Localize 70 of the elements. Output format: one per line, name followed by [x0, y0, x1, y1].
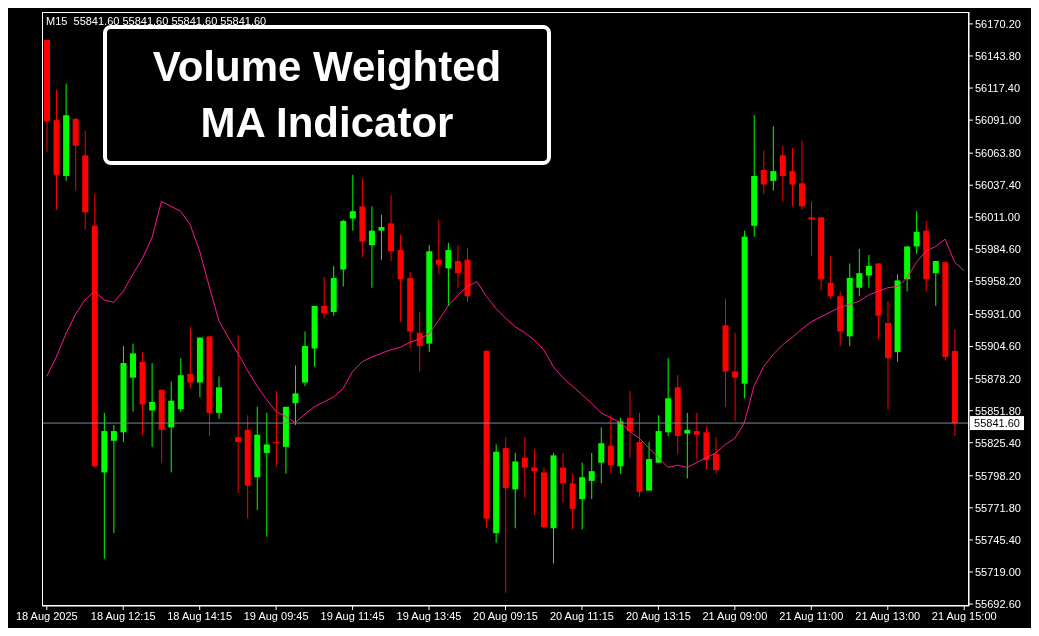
candlestick — [560, 452, 567, 504]
candlestick — [349, 174, 356, 232]
candlestick — [732, 332, 739, 422]
candlestick — [779, 145, 786, 202]
y-tick-label: 55878.20 — [975, 372, 1021, 385]
x-tick-label: 19 Aug 11:45 — [320, 609, 385, 622]
x-tick-label: 20 Aug 11:15 — [549, 609, 614, 622]
y-tick-label: 55798.20 — [975, 469, 1021, 482]
x-tick-label: 19 Aug 09:45 — [243, 609, 309, 622]
x-tick-label: 21 Aug 11:00 — [779, 609, 844, 622]
y-tick-label: 56063.80 — [975, 147, 1021, 160]
candlestick — [770, 125, 777, 192]
x-tick-label: 21 Aug 13:00 — [855, 609, 921, 622]
candlestick — [579, 462, 586, 530]
candlestick — [149, 362, 156, 448]
y-tick-label: 55904.60 — [975, 340, 1021, 353]
candlestick — [588, 452, 595, 500]
candlestick — [808, 201, 815, 257]
ref-line-label: 55841.60 — [974, 417, 1020, 430]
candlestick — [712, 436, 719, 475]
line-series — [46, 201, 965, 469]
y-tick-label: 56091.00 — [975, 114, 1021, 127]
candlestick — [865, 254, 872, 289]
x-tick-label: 21 Aug 09:00 — [702, 609, 768, 622]
candlestick — [598, 426, 605, 484]
x-tick-label: 18 Aug 2025 — [15, 609, 78, 622]
y-tick-label: 55958.20 — [975, 275, 1021, 288]
candlestick — [760, 149, 767, 195]
y-tick-label: 55984.60 — [975, 243, 1021, 256]
x-tick-label: 18 Aug 12:15 — [90, 609, 156, 622]
candlestick — [368, 205, 375, 289]
x-tick-label: 18 Aug 14:15 — [167, 609, 233, 622]
candlestick — [321, 276, 328, 319]
y-tick-label: 55851.80 — [975, 404, 1021, 417]
y-tick-label: 55825.40 — [975, 436, 1021, 449]
candlestick — [187, 326, 194, 390]
candlestick — [292, 364, 299, 426]
chart-subtitle: M15 55841.60 55841.60 55841.60 55841.60 — [46, 15, 267, 27]
y-tick-label: 56170.20 — [975, 17, 1021, 30]
candlestick — [445, 242, 452, 307]
y-tick-label: 55719.00 — [975, 565, 1021, 578]
y-tick-label: 55692.60 — [975, 597, 1021, 610]
candlestick — [235, 334, 242, 494]
candlestick — [521, 436, 528, 499]
y-tick-label: 55745.40 — [975, 533, 1021, 546]
candlestick — [110, 424, 117, 534]
y-tick-label: 56011.00 — [975, 211, 1021, 224]
y-tick-label: 55771.80 — [975, 501, 1021, 514]
candlestick — [827, 255, 834, 300]
candlestick — [856, 248, 863, 297]
y-tick-label: 56143.80 — [975, 49, 1021, 62]
y-tick-label: 56117.40 — [975, 81, 1021, 94]
x-tick-label: 19 Aug 13:45 — [396, 609, 462, 622]
candlestick — [454, 244, 461, 289]
x-tick-label: 20 Aug 13:15 — [625, 609, 691, 622]
candlestick — [263, 412, 270, 538]
x-tick-label: 20 Aug 09:15 — [473, 609, 538, 622]
candlestick — [798, 140, 805, 211]
y-tick-label: 55931.00 — [975, 308, 1021, 321]
candlestick — [693, 412, 700, 460]
candlestick — [789, 147, 796, 207]
candlestick — [932, 260, 939, 307]
x-tick-label: 21 Aug 15:00 — [931, 609, 997, 622]
text: Volume Weighted MA Indicator — [152, 43, 502, 146]
candlestick — [913, 210, 920, 255]
candlestick — [378, 214, 385, 261]
candlestick — [435, 219, 442, 275]
candlestick — [607, 414, 614, 475]
candlestick — [684, 412, 691, 479]
y-tick-label: 56037.40 — [975, 179, 1021, 192]
